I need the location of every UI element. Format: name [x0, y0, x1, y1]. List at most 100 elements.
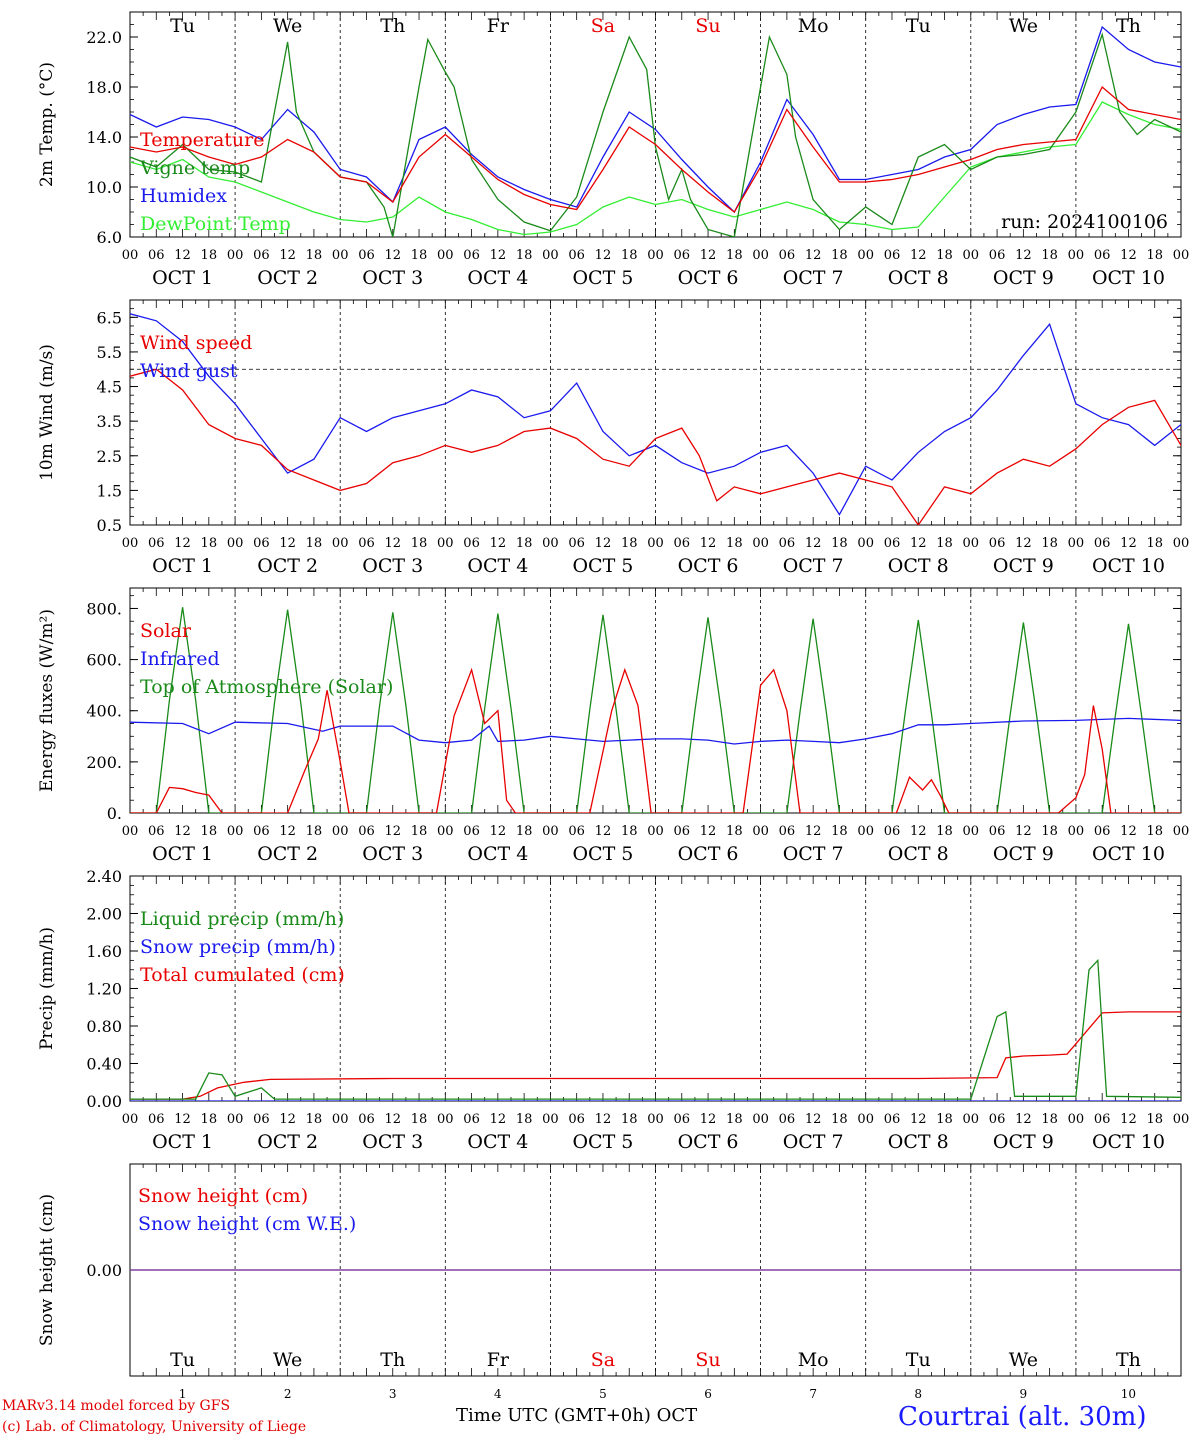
- hour-label: 06: [253, 248, 270, 263]
- hour-label: 18: [621, 1112, 638, 1127]
- date-label: OCT 4: [467, 555, 528, 577]
- day-abbr: Th: [1116, 1349, 1141, 1371]
- hour-label: 12: [279, 824, 296, 839]
- hour-label: 00: [122, 536, 139, 551]
- hour-label: 00: [647, 536, 664, 551]
- series-line: [130, 32, 1181, 237]
- y-tick-label: 0.00: [86, 1261, 122, 1280]
- day-number: 5: [599, 1387, 607, 1401]
- series-group: [130, 607, 1181, 813]
- hour-label: 12: [174, 536, 191, 551]
- x-axis-label: Time UTC (GMT+0h) OCT: [456, 1405, 698, 1426]
- hour-label: 12: [700, 536, 717, 551]
- hour-label: 00: [437, 248, 454, 263]
- day-abbr: Fr: [487, 15, 510, 37]
- hour-label: 00: [647, 1112, 664, 1127]
- hour-label: 12: [174, 824, 191, 839]
- day-abbr: Su: [695, 1349, 720, 1371]
- hour-label: 18: [726, 248, 743, 263]
- day-number: 3: [389, 1387, 397, 1401]
- hour-label: 06: [674, 536, 691, 551]
- date-label: OCT 9: [993, 555, 1054, 577]
- legend-entry: Wind speed: [140, 332, 252, 354]
- hour-label: 00: [542, 1112, 559, 1127]
- hour-label: 12: [384, 1112, 401, 1127]
- hour-label: 00: [1173, 248, 1190, 263]
- hour-label: 12: [279, 1112, 296, 1127]
- y-tick-label: 200.: [86, 753, 122, 772]
- hour-label: 06: [1094, 824, 1111, 839]
- hour-label: 00: [963, 536, 980, 551]
- hour-label: 12: [1015, 1112, 1032, 1127]
- hour-label: 18: [201, 824, 218, 839]
- date-label: OCT 4: [467, 267, 528, 289]
- hour-label: 06: [148, 248, 165, 263]
- hour-label: 06: [463, 248, 480, 263]
- legend-entry: Vigne temp: [139, 157, 250, 179]
- date-label: OCT 2: [257, 267, 318, 289]
- hour-label: 18: [411, 824, 428, 839]
- hour-label: 06: [674, 1112, 691, 1127]
- date-label: OCT 7: [783, 555, 844, 577]
- series-line: [130, 368, 1181, 525]
- hour-label: 12: [1015, 824, 1032, 839]
- hour-label: 12: [1120, 1112, 1137, 1127]
- series-line: [130, 1011, 1181, 1100]
- hour-label: 12: [805, 1112, 822, 1127]
- series-line: [130, 101, 1181, 236]
- legend-entry: Snow height (cm): [138, 1185, 308, 1207]
- panel-5: [129, 1163, 1182, 1377]
- date-label: OCT 3: [362, 267, 423, 289]
- hour-label: 18: [306, 248, 323, 263]
- hour-label: 12: [490, 536, 507, 551]
- day-number: 4: [494, 1387, 502, 1401]
- hour-label: 12: [595, 824, 612, 839]
- day-abbr: Mo: [798, 1349, 829, 1371]
- hour-label: 18: [411, 536, 428, 551]
- hour-label: 06: [989, 248, 1006, 263]
- date-label: OCT 6: [678, 1131, 739, 1153]
- date-label: OCT 7: [783, 1131, 844, 1153]
- panel-2: [129, 299, 1182, 526]
- y-tick-label: 0.80: [86, 1017, 122, 1036]
- day-number: 10: [1121, 1387, 1136, 1401]
- y-tick-label: 14.0: [86, 128, 122, 147]
- hour-label: 12: [700, 248, 717, 263]
- y-tick-label: 0.5: [97, 516, 122, 535]
- series-group: [130, 958, 1181, 1101]
- date-label: OCT 6: [678, 555, 739, 577]
- model-credit: MARv3.14 model forced by GFS: [2, 1398, 231, 1414]
- hour-label: 12: [595, 1112, 612, 1127]
- day-abbr: Su: [695, 15, 720, 37]
- day-abbr: We: [1009, 15, 1038, 37]
- hour-label: 00: [1173, 824, 1190, 839]
- day-number: 1: [179, 1387, 187, 1401]
- y-tick-label: 0.00: [86, 1092, 122, 1111]
- hour-label: 00: [542, 824, 559, 839]
- date-label: OCT 4: [467, 1131, 528, 1153]
- hour-label: 12: [1015, 536, 1032, 551]
- panel-4: [129, 875, 1182, 1102]
- legend-entry: Infrared: [140, 648, 220, 670]
- series-group: [130, 313, 1181, 525]
- hour-label: 18: [831, 536, 848, 551]
- hour-label: 00: [963, 1112, 980, 1127]
- hour-label: 18: [936, 824, 953, 839]
- date-label: OCT 6: [678, 267, 739, 289]
- hour-label: 00: [857, 824, 874, 839]
- hour-label: 18: [831, 1112, 848, 1127]
- hour-label: 18: [516, 536, 533, 551]
- y-tick-label: 600.: [86, 651, 122, 670]
- hour-label: 00: [542, 536, 559, 551]
- hour-label: 06: [989, 1112, 1006, 1127]
- y-tick-label: 0.: [107, 804, 122, 823]
- series-line: [130, 958, 1181, 1100]
- date-label: OCT 7: [783, 267, 844, 289]
- day-abbr: Fr: [487, 1349, 510, 1371]
- hour-label: 00: [122, 824, 139, 839]
- hour-label: 00: [963, 248, 980, 263]
- day-abbr: Th: [1116, 15, 1141, 37]
- hour-label: 06: [463, 1112, 480, 1127]
- hour-label: 06: [884, 248, 901, 263]
- hour-label: 18: [1146, 536, 1163, 551]
